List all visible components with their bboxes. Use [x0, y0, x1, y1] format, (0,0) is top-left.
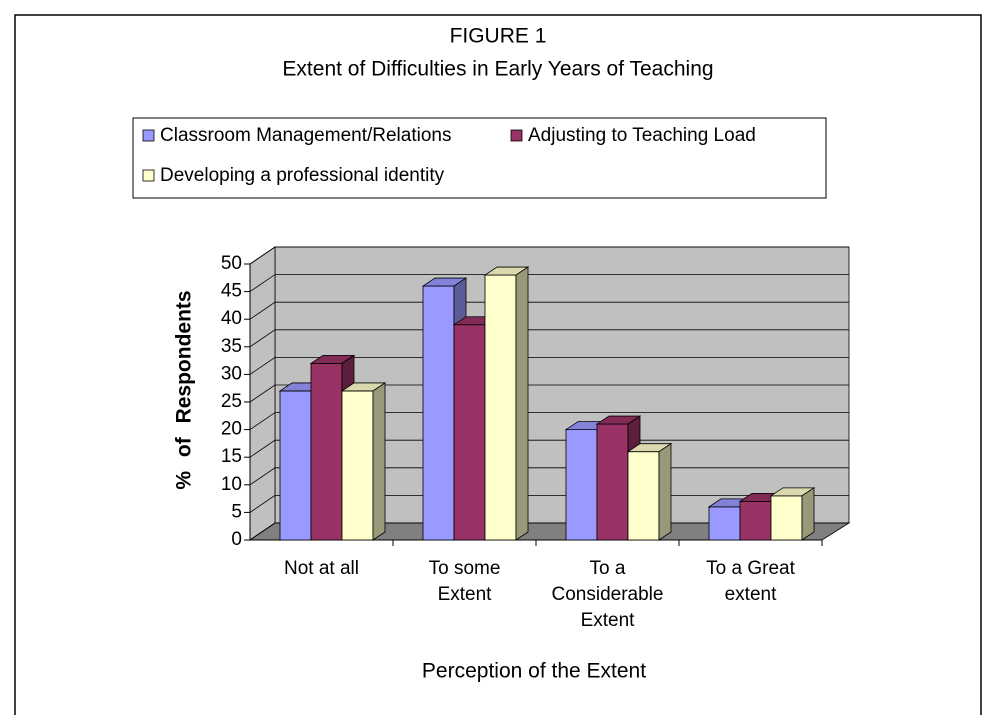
legend-swatch: [142, 129, 155, 142]
bar-front: [453, 324, 486, 541]
grid-line: [249, 412, 849, 430]
y-tick-label: 15: [221, 446, 242, 467]
bar-front: [770, 495, 803, 541]
bar-front: [310, 362, 343, 541]
x-axis-title: Perception of the Extent: [422, 660, 646, 683]
bar-front: [565, 429, 598, 541]
bar-side: [658, 442, 672, 541]
chart-title: FIGURE 1: [450, 25, 547, 48]
y-tick-label: 40: [221, 308, 242, 329]
grid-line: [249, 274, 849, 292]
bar-front: [627, 451, 660, 541]
x-tick-label: To a Great extent: [706, 558, 795, 605]
y-tick-label: 5: [231, 501, 242, 522]
y-tick-label: 20: [221, 419, 242, 440]
bar-front: [708, 506, 741, 541]
grid-line: [249, 356, 849, 375]
legend-box: [132, 117, 827, 199]
grid-line: [249, 246, 849, 265]
grid-line: [249, 329, 849, 348]
bar-front: [341, 390, 374, 541]
legend-label: Adjusting to Teaching Load: [528, 125, 756, 146]
y-axis-title: % of Respondents: [173, 290, 196, 489]
y-tick-label: 25: [221, 391, 242, 412]
legend-swatch: [510, 129, 523, 142]
y-tick-label: 50: [221, 253, 242, 274]
legend-label: Classroom Management/Relations: [160, 125, 451, 146]
grid-line: [249, 439, 849, 458]
legend-swatch: [142, 169, 155, 182]
y-tick-label: 10: [221, 474, 242, 495]
bar-front: [279, 390, 312, 541]
y-tick-label: 35: [221, 336, 242, 357]
x-tick-label: To a Considerable Extent: [551, 558, 664, 631]
bar-side: [801, 487, 815, 541]
grid-line: [249, 384, 849, 403]
bar-side: [372, 382, 386, 541]
chart-border: [14, 14, 982, 715]
legend-label: Developing a professional identity: [160, 165, 445, 186]
y-tick-label: 0: [231, 529, 242, 550]
y-tick-label: 45: [221, 281, 242, 302]
x-tick-label: Not at all: [284, 558, 359, 579]
bar-side: [515, 266, 529, 541]
y-tick-label: 30: [221, 363, 242, 384]
bar-front: [484, 274, 517, 541]
bar-front: [422, 285, 455, 541]
x-tick-label: To some Extent: [428, 558, 501, 605]
chart-subtitle: Extent of Difficulties in Early Years of…: [282, 58, 713, 81]
grid-line: [249, 301, 849, 320]
bar-front: [596, 423, 629, 541]
bar-front: [739, 500, 772, 541]
